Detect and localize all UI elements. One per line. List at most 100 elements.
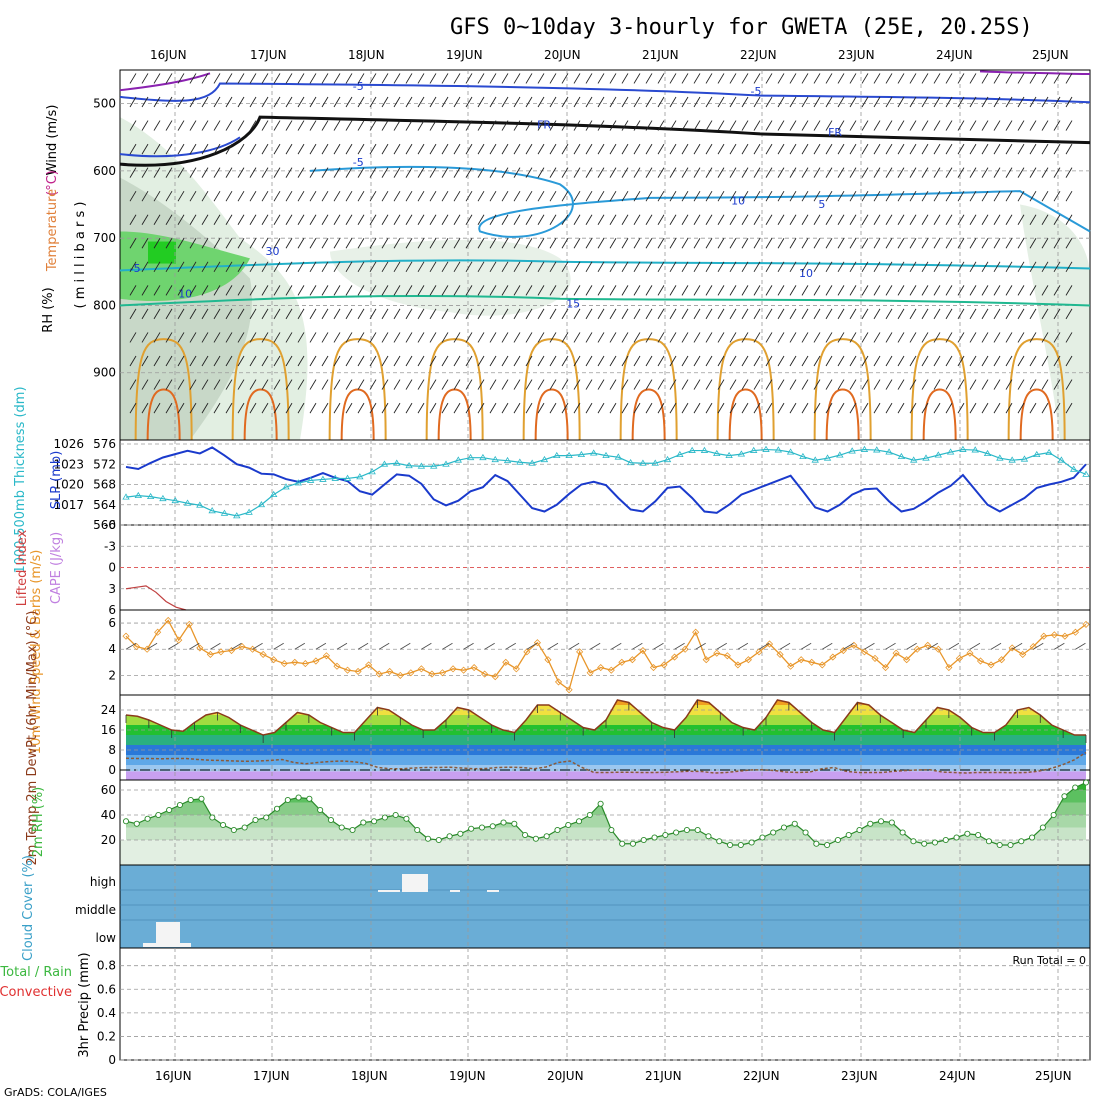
rh-point-29	[435, 836, 442, 844]
wind-barb	[705, 96, 713, 108]
wind-barb	[441, 190, 449, 202]
wind-barb	[1041, 214, 1049, 225]
wind-barb	[693, 120, 701, 131]
wind-barb	[873, 120, 881, 131]
wind-barb	[921, 190, 929, 202]
upper-tick-1: 600	[93, 164, 116, 178]
wind-barb	[945, 96, 953, 108]
wind-barb	[765, 73, 773, 84]
wind-barb	[165, 238, 173, 249]
wind-barb	[981, 355, 989, 367]
wind-barb	[957, 143, 965, 155]
wind-barb	[129, 143, 137, 155]
wind-barb	[285, 332, 293, 343]
wind-barb	[1017, 285, 1025, 296]
rh-point-84	[1029, 834, 1036, 841]
wind-barb	[417, 355, 425, 367]
wind-barb	[597, 96, 605, 108]
wind-barb	[957, 285, 965, 296]
rh-point-0	[122, 818, 130, 825]
wind-barb	[489, 238, 497, 249]
wind-barb	[177, 167, 185, 178]
rh-point-17	[306, 795, 313, 802]
wind-barb	[333, 73, 341, 84]
wind-barb	[297, 402, 305, 414]
wind10m-barb-72	[885, 642, 896, 650]
wind-barb	[273, 120, 281, 131]
wind-barb	[489, 402, 497, 414]
wind-barb	[777, 73, 785, 84]
wind10m-point-58	[734, 661, 742, 669]
wind-barb	[333, 285, 341, 296]
wind-barb	[717, 73, 725, 84]
wind-barb	[765, 120, 773, 131]
wind-barb	[885, 73, 893, 84]
wind-barb	[357, 73, 365, 84]
rh-point-34	[489, 823, 496, 830]
wind-barb	[201, 167, 209, 178]
wind-barb	[477, 120, 485, 131]
wind-barb	[717, 379, 725, 390]
wind-barb	[1041, 120, 1049, 131]
wind-barb	[201, 190, 209, 202]
wind-barb	[921, 379, 929, 390]
wind-barb	[909, 261, 917, 273]
wind-barb	[861, 96, 869, 108]
wind-barb	[153, 190, 161, 202]
wind10m-point-86	[1029, 643, 1037, 651]
wind-barb	[489, 379, 497, 390]
wind-barb	[597, 143, 605, 155]
wind10m-point-8	[206, 650, 214, 659]
wind-barb	[345, 73, 353, 84]
wind-barb	[441, 379, 449, 390]
wind-barb	[165, 96, 173, 108]
wind-barb	[549, 308, 557, 320]
wind-barb	[165, 190, 173, 202]
wind-barb	[825, 379, 833, 390]
upper-wind-label: Wind (m/s)	[45, 105, 60, 176]
wind-barb	[693, 402, 701, 414]
wind-barb	[585, 355, 593, 367]
wind-barb	[345, 190, 353, 202]
thickness-point-33	[528, 459, 536, 466]
wind10m-point-73	[892, 649, 900, 657]
wind-barb	[261, 355, 269, 367]
wind10m-barb-28	[421, 642, 432, 650]
rh-point-75	[931, 839, 939, 846]
wind-barb	[585, 167, 593, 178]
rh-point-27	[414, 826, 421, 834]
wind-barb	[945, 332, 953, 343]
temp-tick-0: 0	[108, 763, 116, 777]
wind-barb	[417, 120, 425, 131]
wind-barb	[513, 332, 521, 343]
wind-barb	[465, 332, 473, 343]
wind-barb	[849, 308, 857, 320]
wind-barb	[261, 96, 269, 108]
wind-barb	[225, 308, 233, 320]
wind-barb	[141, 402, 149, 414]
wind-barb	[561, 308, 569, 320]
thickness-line	[125, 448, 1087, 517]
wind-barb	[693, 355, 701, 367]
wind-barb	[477, 190, 485, 202]
wind-barb	[1053, 143, 1061, 155]
thickness-point-34	[540, 455, 549, 463]
wind-barb	[1017, 332, 1025, 343]
wind-barb	[825, 214, 833, 225]
wind-barb	[849, 332, 857, 343]
wind-barb	[381, 190, 389, 202]
thickness-point-24	[417, 462, 426, 469]
wind-barb	[849, 190, 857, 202]
wind-barb	[393, 402, 401, 414]
thickness-point-45	[676, 450, 684, 458]
wind-barb	[837, 143, 845, 155]
wind-barb	[273, 190, 281, 202]
thickness-point-42	[639, 459, 647, 466]
wind-barb	[189, 285, 197, 296]
wind-barb	[945, 73, 953, 84]
wind-barb	[417, 143, 425, 155]
wind-barb	[777, 120, 785, 131]
thickness-point-55	[799, 452, 807, 460]
wind-barb	[237, 190, 245, 202]
wind-barb	[345, 285, 353, 296]
